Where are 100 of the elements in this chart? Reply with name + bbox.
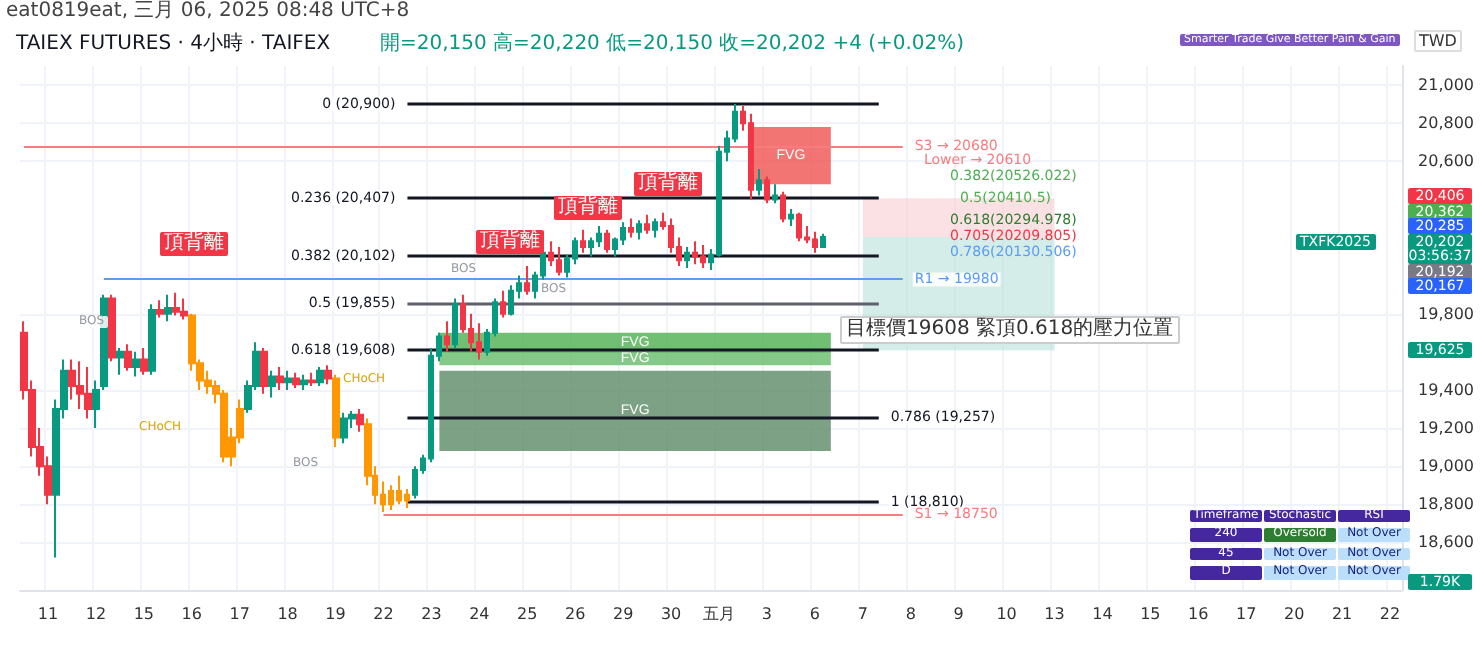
candlestick xyxy=(476,322,482,361)
y-tick-label: 19,400 xyxy=(1418,380,1475,399)
candlestick xyxy=(796,211,802,243)
candlestick xyxy=(644,213,650,235)
candlestick xyxy=(276,366,284,391)
x-tick-label: 8 xyxy=(905,605,916,623)
candlestick xyxy=(148,303,156,376)
candlestick xyxy=(164,293,172,323)
y-tick-label: 19,800 xyxy=(1418,304,1475,323)
annotation: 頂背離 xyxy=(554,196,622,219)
candlestick xyxy=(260,347,268,395)
candlestick xyxy=(124,343,132,372)
x-tick-label: 五月 xyxy=(703,605,735,623)
x-tick-label: 15 xyxy=(133,605,155,623)
x-tick-label: 9 xyxy=(953,605,964,623)
y-tick-label: 18,600 xyxy=(1418,533,1475,552)
x-tick-label: 3 xyxy=(761,605,773,623)
candlestick xyxy=(812,230,818,254)
candlestick xyxy=(300,373,308,391)
candlestick xyxy=(692,240,698,266)
candlestick xyxy=(84,366,92,420)
x-tick-label: 17 xyxy=(229,605,250,623)
chart-subtitle: 開=20,150 高=20,220 低=20,150 收=20,202 +4 (+0.02%) xyxy=(380,31,965,55)
candlestick xyxy=(268,369,276,399)
candlestick xyxy=(548,240,554,268)
x-tick-label: 23 xyxy=(421,605,442,623)
candlestick xyxy=(452,297,458,350)
candlestick xyxy=(116,347,124,376)
x-tick-label: 7 xyxy=(857,605,868,623)
candlestick xyxy=(356,407,364,433)
candlestick xyxy=(700,244,706,269)
candlestick xyxy=(780,190,786,224)
candlestick xyxy=(396,474,402,506)
x-tick-label: 22 xyxy=(1379,605,1401,623)
y-tick-label: 20,600 xyxy=(1418,152,1475,171)
y-tick-label: 19,200 xyxy=(1418,419,1475,438)
candlestick xyxy=(132,350,140,378)
y-tick-label: 21,000 xyxy=(1418,76,1475,95)
candlestick xyxy=(324,364,332,386)
chart-title: TAIEX FUTURES · 4小時 · TAIFEX xyxy=(14,31,331,55)
x-tick-label: 25 xyxy=(517,605,538,623)
x-tick-label: 21 xyxy=(1331,605,1353,623)
x-tick-label: 12 xyxy=(85,605,107,623)
candlestick xyxy=(764,175,770,205)
x-tick-label: 20 xyxy=(1283,605,1305,623)
candlestick xyxy=(500,289,506,319)
annotation: 目標價19608 緊頂0.618的壓力位置 xyxy=(840,316,1180,343)
candlestick xyxy=(596,225,602,249)
candlestick xyxy=(180,297,188,321)
candlestick xyxy=(580,228,586,254)
candlestick xyxy=(772,183,778,205)
candlestick xyxy=(292,371,300,390)
candlestick xyxy=(604,228,610,254)
candlestick xyxy=(220,388,228,464)
candlestick xyxy=(172,291,180,317)
candlestick xyxy=(340,411,348,445)
annotation: 頂背離 xyxy=(476,230,544,253)
candlestick xyxy=(508,284,514,317)
x-tick-label: 6 xyxy=(809,605,820,623)
y-tick-label: 19,000 xyxy=(1418,457,1475,476)
x-tick-label: 16 xyxy=(1188,605,1209,623)
candlestick xyxy=(316,366,324,388)
annotation: 頂背離 xyxy=(634,172,702,195)
candlestick xyxy=(388,484,394,511)
candlestick xyxy=(108,293,116,363)
x-tick-label: 16 xyxy=(181,605,202,623)
candlestick xyxy=(156,299,164,319)
y-tick-label: 20,800 xyxy=(1418,114,1475,133)
x-tick-label: 15 xyxy=(1140,605,1161,623)
candlestick xyxy=(556,246,562,277)
candlestick xyxy=(68,358,76,401)
x-tick-label: 26 xyxy=(565,605,586,623)
candlestick xyxy=(308,371,316,388)
candlestick xyxy=(748,112,754,201)
candlestick xyxy=(140,347,148,376)
x-tick-label: 13 xyxy=(1044,605,1065,623)
x-tick-label: 14 xyxy=(1092,605,1113,623)
text: TWD xyxy=(1413,29,1463,52)
candlestick xyxy=(788,207,794,228)
x-tick-label: 30 xyxy=(660,605,682,623)
x-tick-label: 29 xyxy=(612,605,634,623)
x-tick-label: 10 xyxy=(996,605,1017,623)
text: eat0819eat, 三月 06, 2025 08:48 UTC+8 xyxy=(6,0,410,23)
x-tick-label: 22 xyxy=(373,605,394,623)
candlestick xyxy=(524,265,530,296)
candlestick xyxy=(444,320,450,353)
x-tick-label: 17 xyxy=(1236,605,1257,623)
candlestick xyxy=(684,246,690,269)
x-tick-label: 11 xyxy=(37,605,59,623)
candlestick xyxy=(628,217,634,239)
annotation: 頂背離 xyxy=(160,232,228,255)
candlestick xyxy=(756,167,762,197)
candlestick xyxy=(332,373,340,449)
candlestick xyxy=(820,232,826,249)
y-tick-label: 18,800 xyxy=(1418,495,1475,514)
candlestick xyxy=(652,217,658,239)
candlestick xyxy=(284,369,292,391)
candlestick xyxy=(636,219,642,241)
x-tick-label: 18 xyxy=(277,605,298,623)
x-tick-label: 24 xyxy=(469,605,490,623)
